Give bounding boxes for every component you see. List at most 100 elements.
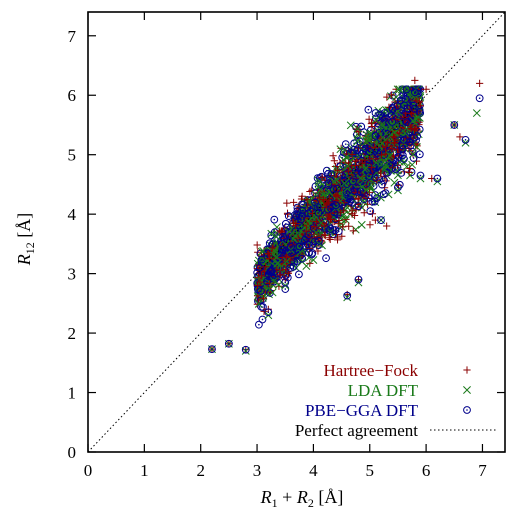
data-point [348,177,357,186]
cloud-point [320,231,328,239]
legend-label: PBE−GGA DFT [305,401,419,420]
cloud-point [312,217,320,226]
data-point [298,254,307,263]
cloud-point [259,294,267,302]
data-point [315,237,323,245]
cloud-point [255,320,263,329]
cloud-point [267,267,276,275]
cloud-point [358,159,366,167]
cloud-point [415,150,424,159]
cloud-point [393,146,402,154]
cloud-point [298,192,306,200]
cloud-point [263,277,271,286]
x-axis-label-subscript-2: 2 [308,496,314,510]
cloud-point [329,152,337,160]
y-tick-label: 2 [68,324,77,343]
cloud-point [333,192,341,200]
cloud-point [325,187,333,196]
data-point [450,121,459,129]
x-tick-label: 0 [84,461,93,480]
cloud-point [311,198,319,207]
cloud-point [355,144,363,152]
cloud-point [299,200,308,209]
data-series [208,76,484,355]
cloud-point [345,222,353,230]
cloud-point [266,255,274,263]
cloud-point [373,149,382,158]
cloud-point [253,265,261,273]
cloud-point [396,96,405,105]
cloud-point [314,208,323,217]
cloud-point [365,159,374,168]
cloud-point [258,272,266,280]
cloud-point [339,223,347,231]
cloud-point [401,95,410,103]
cloud-point [409,109,417,117]
cloud-point [378,133,387,142]
legend-label: LDA DFT [348,381,419,400]
cloud-point [394,153,403,161]
cloud-point [267,229,276,238]
cloud-point [360,209,368,217]
data-point [476,79,484,87]
cloud-point [333,236,342,244]
cloud-point [402,85,411,94]
cloud-point [346,121,355,130]
data-point [343,291,352,300]
cloud-point [297,215,305,224]
cloud-point [291,222,299,230]
cloud-point [408,150,417,159]
cloud-point [268,244,276,252]
x-tick-label: 3 [253,461,262,480]
cloud-point [366,207,375,216]
cloud-point [336,197,345,205]
cloud-point [282,257,291,266]
cloud-point [341,140,350,149]
cloud-point [324,170,333,178]
cloud-point [396,123,404,132]
x-tick-label: 1 [140,461,149,480]
cloud-point [376,110,385,119]
cloud-point [358,183,367,191]
cloud-point [282,266,290,274]
cloud-point [362,185,371,194]
cloud-point [289,262,298,271]
legend-label: Perfect agreement [295,421,418,440]
cloud-point [413,142,421,150]
cloud-point [330,157,338,165]
cloud-point [331,162,340,171]
data-point [399,135,408,144]
cloud-point [276,271,284,279]
cloud-point [254,299,263,308]
cloud-point [275,282,283,290]
cloud-point [368,122,376,131]
cloud-point [364,174,373,183]
cloud-point [353,124,362,133]
cloud-point [410,126,419,134]
cloud-point [344,167,353,175]
cloud-point [310,222,318,230]
cloud-point [365,115,373,123]
cloud-point [377,138,386,147]
x-axis-label-symbol-2: R [296,487,308,507]
cloud-point [380,109,389,117]
cloud-point [348,150,356,159]
data-point [208,345,216,354]
cloud-point [284,212,293,220]
cloud-point [253,241,261,249]
cloud-point [395,85,404,94]
cloud-point [362,163,371,172]
data-point [388,118,397,126]
series-2 [208,88,484,354]
cloud-point [270,215,279,224]
cloud-point [385,151,394,160]
cloud-point [290,198,298,207]
cloud-point [266,279,274,288]
data-point [241,346,250,355]
cloud-point [352,157,360,165]
cloud-point [338,232,346,240]
cloud-point [353,137,362,146]
data-point [326,225,335,233]
